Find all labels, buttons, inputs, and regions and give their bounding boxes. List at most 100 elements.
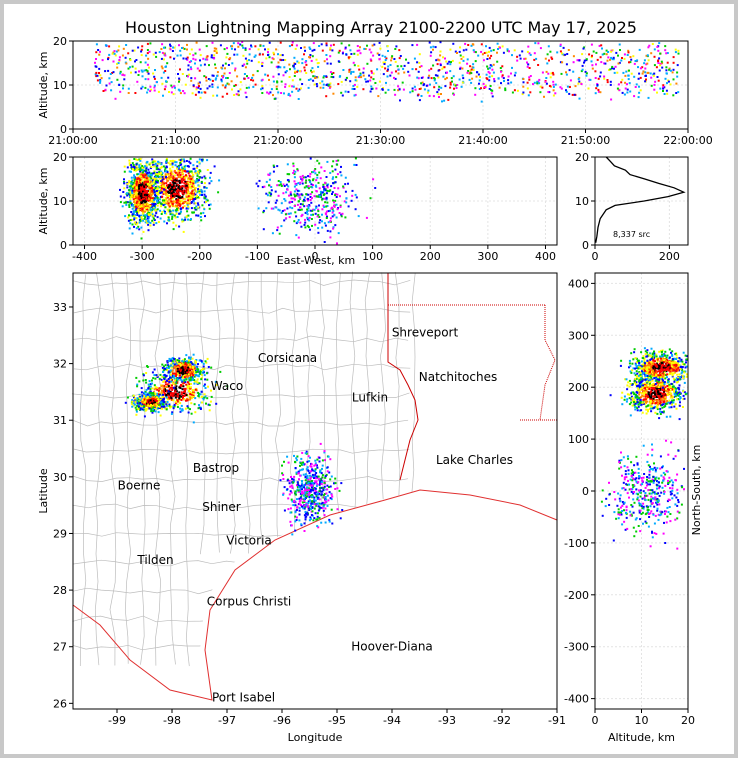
plan-view-source-dot: [173, 363, 176, 366]
altitude-time-source-dot: [178, 78, 181, 81]
altitude-time-source-dot: [547, 91, 550, 93]
plan-view-source-dot: [164, 383, 167, 386]
altitude-east-west-source-dot: [299, 175, 302, 178]
altitude-time-source-dot: [394, 48, 397, 50]
plan-view-source-dot: [186, 405, 189, 408]
altitude-time-source-dot: [596, 84, 599, 86]
altitude-east-west-source-dot: [283, 219, 286, 222]
altitude-east-west-source-dot: [171, 180, 174, 183]
altitude-east-west-source-dot: [205, 198, 208, 201]
altitude-east-west-source-dot: [137, 203, 140, 206]
altitude-time-source-dot: [198, 69, 201, 72]
altitude-east-west-source-dot: [354, 157, 357, 160]
plan-view-source-dot: [196, 370, 199, 373]
altitude-time-source-dot: [486, 65, 489, 68]
altitude-east-west-source-dot: [123, 178, 125, 181]
altitude-east-west-source-dot: [171, 197, 174, 200]
altitude-east-west-source-dot: [162, 181, 165, 184]
altitude-time-source-dot: [538, 82, 541, 85]
altitude-east-west-source-dot: [187, 189, 190, 192]
altitude-time-source-dot: [603, 75, 606, 78]
altitude-east-west-source-dot: [155, 190, 158, 192]
altitude-east-west-source-dot: [147, 180, 149, 183]
altitude-east-west-source-dot: [181, 171, 184, 174]
altitude-east-west-source-dot: [172, 195, 175, 198]
altitude-east-west-source-dot: [147, 223, 150, 226]
altitude-time-source-dot: [561, 61, 564, 64]
altitude-east-west-source-dot: [305, 179, 308, 182]
altitude-east-west-source-dot: [301, 177, 304, 180]
altitude-east-west-source-dot: [189, 157, 192, 160]
altitude-east-west-source-dot: [135, 207, 138, 210]
altitude-time-source-dot: [501, 74, 504, 77]
altitude-east-west-source-dot: [158, 198, 161, 201]
altitude-east-west-source-dot: [201, 176, 204, 179]
altitude-east-west-source-dot: [156, 167, 159, 170]
altitude-east-west-source-dot: [137, 173, 140, 176]
altitude-east-west-source-dot: [197, 214, 200, 217]
plan-view-source-dot: [170, 380, 173, 383]
altitude-time-source-dot: [497, 77, 500, 80]
altitude-east-west-source-dot: [334, 181, 337, 184]
altitude-east-west-source-dot: [128, 164, 131, 166]
altitude-time-source-dot: [559, 45, 562, 47]
altitude-east-west-source-dot: [318, 194, 321, 197]
altitude-time-source-dot: [659, 87, 662, 90]
altitude-east-west-source-dot: [130, 164, 133, 167]
plan-view-source-dot: [157, 407, 160, 410]
altitude-time-source-dot: [332, 92, 335, 95]
altitude-east-west-source-dot: [175, 184, 178, 187]
altitude-time-source-dot: [510, 81, 513, 84]
plan-view-source-dot: [330, 498, 333, 501]
altitude-east-west-source-dot: [267, 173, 270, 176]
plan-view-source-dot: [207, 366, 210, 368]
altitude-time-source-dot: [629, 61, 632, 64]
altitude-time-source-dot: [665, 89, 668, 92]
altitude-time-source-dot: [507, 82, 510, 85]
altitude-east-west-source-dot: [201, 194, 203, 196]
altitude-time-source-dot: [144, 78, 147, 81]
altitude-time-source-dot: [398, 49, 401, 52]
altitude-time-source-dot: [433, 86, 436, 89]
plan-view-source-dot: [206, 397, 209, 400]
altitude-time-source-dot: [664, 45, 667, 48]
altitude-time-source-dot: [369, 58, 372, 61]
altitude-east-west-source-dot: [189, 181, 192, 184]
altitude-time-source-dot: [196, 67, 199, 70]
plan-view-source-dot: [192, 391, 195, 394]
altitude-time-source-dot: [131, 65, 134, 68]
altitude-east-west-source-dot: [194, 196, 197, 199]
altitude-time-source-dot: [244, 66, 247, 69]
altitude-time-source-dot: [153, 75, 156, 78]
altitude-east-west-source-dot: [179, 185, 182, 188]
county-line: [199, 271, 206, 555]
altitude-time-source-dot: [662, 90, 664, 92]
altitude-time-source-dot: [172, 93, 175, 96]
altitude-east-west-source-dot: [313, 208, 316, 211]
altitude-east-west-source-dot: [332, 227, 335, 230]
plan-view-source-dot: [184, 394, 187, 397]
altitude-time-source-dot: [565, 90, 568, 93]
altitude-east-west-source-dot: [143, 209, 146, 212]
altitude-time-source-dot: [487, 50, 490, 53]
altitude-time-source-dot: [206, 87, 209, 90]
altitude-time-source-dot: [400, 65, 403, 68]
plan-view-source-dot: [313, 482, 316, 485]
altitude-east-west-source-dot: [307, 226, 310, 229]
altitude-time-source-dot: [141, 85, 144, 88]
altitude-time-source-dot: [508, 50, 510, 53]
plan-view-source-dot: [170, 369, 173, 372]
plan-view-source-dot: [176, 400, 179, 403]
altitude-east-west-source-dot: [194, 208, 197, 211]
altitude-time-source-dot: [373, 43, 376, 46]
altitude-east-west-source-dot: [149, 190, 151, 193]
altitude-time-x-tick-label: 22:00:00: [663, 134, 712, 147]
altitude-east-west-source-dot: [202, 211, 205, 214]
altitude-east-west-source-dot: [276, 229, 279, 232]
altitude-time-source-dot: [450, 77, 453, 80]
altitude-time-source-dot: [194, 52, 197, 55]
altitude-east-west-source-dot: [174, 216, 177, 219]
altitude-east-west-source-dot: [168, 194, 171, 197]
plan-view-source-dot: [323, 480, 326, 483]
altitude-time-source-dot: [663, 86, 666, 89]
